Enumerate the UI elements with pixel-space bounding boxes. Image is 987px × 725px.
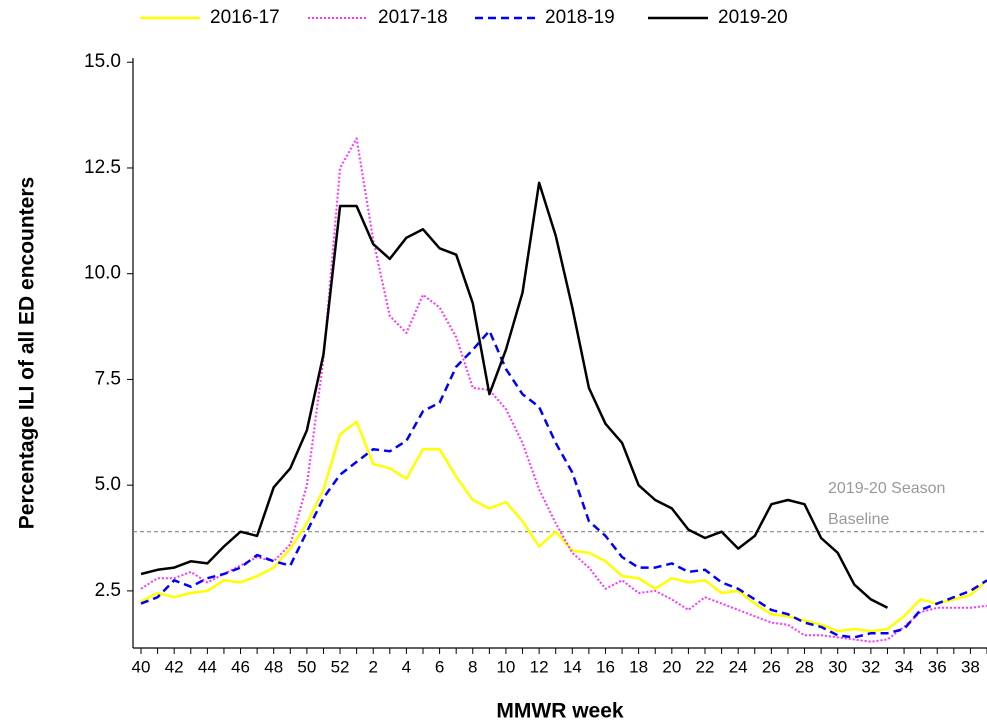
x-tick-label: 22 [696,657,715,676]
x-tick-label: 4 [402,657,411,676]
x-tick-label: 34 [895,657,914,676]
y-tick-label: 12.5 [84,157,121,178]
x-tick-label: 20 [662,657,681,676]
series-line [140,181,889,609]
x-tick-label: 10 [496,657,515,676]
x-axis-title: MMWR week [496,700,624,723]
x-tick-label: 46 [231,657,250,676]
x-tick-label: 8 [468,657,477,676]
x-tick-label: 42 [165,657,184,676]
x-tick-label: 40 [132,657,151,676]
series-line [140,329,987,639]
x-tick-label: 38 [961,657,980,676]
y-tick-label: 2.5 [95,580,121,601]
x-tick-label: 16 [596,657,615,676]
x-tick-label: 12 [530,657,549,676]
x-tick-label: 6 [435,657,444,676]
x-tick-label: 44 [198,657,217,676]
x-tick-label: 36 [928,657,947,676]
x-tick-label: 30 [828,657,847,676]
legend-label: 2016-17 [210,7,280,28]
baseline-label: 2019-20 Season [828,480,945,497]
series-line [140,137,987,643]
x-tick-label: 32 [861,657,880,676]
x-tick-label: 26 [762,657,781,676]
series-line [140,420,987,633]
x-tick-label: 50 [297,657,316,676]
y-tick-label: 10.0 [84,263,121,284]
x-tick-label: 2 [369,657,378,676]
y-tick-label: 7.5 [95,368,121,389]
legend-label: 2018-19 [545,7,615,28]
x-tick-label: 18 [629,657,648,676]
x-tick-label: 52 [331,657,350,676]
y-axis-title: Percentage ILI of all ED encounters [16,177,39,529]
x-tick-label: 28 [795,657,814,676]
x-tick-label: 48 [264,657,283,676]
legend-label: 2017-18 [378,7,448,28]
baseline-label: Baseline [828,511,889,528]
x-tick-label: 14 [563,657,582,676]
x-tick-label: 24 [729,657,748,676]
legend-label: 2019-20 [718,7,788,28]
y-tick-label: 15.0 [84,51,121,72]
y-tick-label: 5.0 [95,474,121,495]
